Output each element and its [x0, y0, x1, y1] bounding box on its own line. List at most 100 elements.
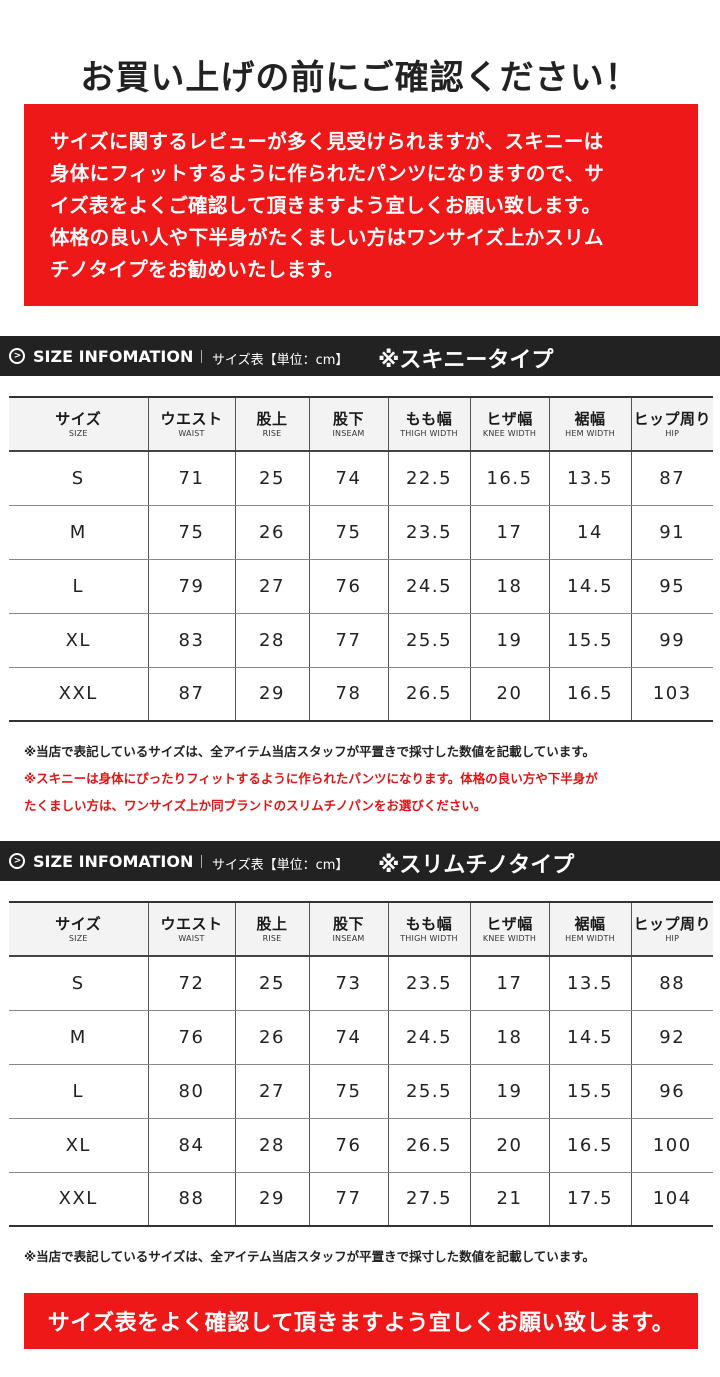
table-cell: 26.5 [387, 667, 470, 721]
size-label-cell: XL [9, 1118, 148, 1173]
size-label-cell: S [9, 451, 148, 506]
warning-line: 体格の良い人や下半身がたくましい方はワンサイズ上かスリム [50, 226, 604, 249]
table-cell: 16.5 [469, 451, 549, 506]
table-cell: 88 [147, 1172, 235, 1226]
table-cell: 18 [469, 559, 549, 614]
table-cell: 16.5 [548, 667, 631, 721]
table-cell: 76 [308, 1118, 388, 1173]
table-cell: 75 [147, 505, 235, 560]
table-cell: 99 [630, 613, 713, 668]
table-cell: 14.5 [548, 1010, 631, 1065]
table-cell: 71 [147, 451, 235, 506]
divider [201, 855, 202, 868]
table-cell: 88 [630, 956, 713, 1011]
column-header: 裾幅 HEM WIDTH [548, 397, 631, 452]
table-cell: 78 [308, 667, 388, 721]
table-cell: 15.5 [548, 613, 631, 668]
table-cell: 104 [630, 1172, 713, 1226]
table-cell: 26 [234, 505, 309, 560]
warning-line: サイズに関するレビューが多く見受けられますが、スキニーは [50, 130, 604, 153]
table-cell: 25 [234, 451, 309, 506]
size-label-cell: XL [9, 613, 148, 668]
column-header: 裾幅 HEM WIDTH [548, 902, 631, 957]
table-cell: 96 [630, 1064, 713, 1119]
table-cell: 77 [308, 613, 388, 668]
type-label: ※スキニータイプ [378, 348, 554, 373]
column-header: サイズ SIZE [9, 397, 148, 452]
column-header: ウエスト WAIST [147, 902, 235, 957]
table-cell: 87 [630, 451, 713, 506]
note-measurement: ※当店で表記しているサイズは、全アイテム当店スタッフが平置きで採寸した数値を記載… [24, 1249, 596, 1264]
table-row: XL 84 28 76 26.5 20 16.5 100 [9, 1118, 713, 1173]
table-cell: 87 [147, 667, 235, 721]
table-row: M 76 26 74 24.5 18 14.5 92 [9, 1010, 713, 1065]
table-cell: 84 [147, 1118, 235, 1173]
table-row: XL 83 28 77 25.5 19 15.5 99 [9, 613, 713, 668]
table-cell: 72 [147, 956, 235, 1011]
note-measurement: ※当店で表記しているサイズは、全アイテム当店スタッフが平置きで採寸した数値を記載… [24, 744, 596, 759]
column-header: もも幅 THIGH WIDTH [387, 902, 470, 957]
table-row: XXL 88 29 77 27.5 21 17.5 104 [9, 1172, 713, 1226]
table-cell: 23.5 [387, 505, 470, 560]
table-cell: 29 [234, 667, 309, 721]
size-label-cell: M [9, 1010, 148, 1065]
table-cell: 17 [469, 956, 549, 1011]
note-warning: ※スキニーは身体にぴったりフィットするように作られたパンツになります。体格の良い… [24, 771, 598, 786]
divider [201, 350, 202, 363]
bottom-banner: サイズ表をよく確認して頂きますよう宜しくお願い致します。 [24, 1293, 698, 1349]
column-header: 股下 INSEAM [308, 902, 388, 957]
table-cell: 14 [548, 505, 631, 560]
table-cell: 76 [147, 1010, 235, 1065]
table-cell: 92 [630, 1010, 713, 1065]
table-cell: 80 [147, 1064, 235, 1119]
chevron-right-circle-icon: > [9, 853, 25, 869]
table-row: L 79 27 76 24.5 18 14.5 95 [9, 559, 713, 614]
column-header: もも幅 THIGH WIDTH [387, 397, 470, 452]
table-cell: 74 [308, 1010, 388, 1065]
table-cell: 79 [147, 559, 235, 614]
table-row: XXL 87 29 78 26.5 20 16.5 103 [9, 667, 713, 721]
table-cell: 14.5 [548, 559, 631, 614]
type-label: ※スリムチノタイプ [378, 853, 575, 878]
table-cell: 20 [469, 1118, 549, 1173]
table-cell: 75 [308, 1064, 388, 1119]
table-cell: 28 [234, 613, 309, 668]
table-header-row: サイズ SIZE ウエスト WAIST 股上 RISE 股下 INSEAM もも幅 THI… [9, 397, 713, 452]
table-cell: 25 [234, 956, 309, 1011]
table-cell: 75 [308, 505, 388, 560]
table-cell: 13.5 [548, 956, 631, 1011]
size-label-cell: XXL [58, 683, 98, 705]
table-cell: 23.5 [387, 956, 470, 1011]
section-header-slim-chino: > SIZE INFOMATION サイズ表【単位：cm】 ※スリムチノタイプ [0, 841, 720, 881]
unit-label: サイズ表【単位：cm】 [212, 353, 349, 368]
column-header: ヒップ周り HIP [630, 397, 713, 452]
size-table-slim-chino: サイズ SIZE ウエスト WAIST 股上 RISE 股下 INSEAM もも幅 THI… [9, 901, 713, 1227]
table-cell: 76 [308, 559, 388, 614]
size-label-cell: S [9, 956, 148, 1011]
table-cell: 17 [469, 505, 549, 560]
table-cell: 17.5 [548, 1172, 631, 1226]
column-header: 股上 RISE [234, 902, 309, 957]
size-label-cell: L [9, 1064, 148, 1119]
table-cell: 25.5 [387, 613, 470, 668]
table-cell: 27.5 [387, 1172, 470, 1226]
table-cell: 83 [147, 613, 235, 668]
table-cell: 27 [234, 559, 309, 614]
table-cell: 20 [469, 667, 549, 721]
section-title: SIZE INFOMATION [33, 347, 194, 366]
table-cell: 25.5 [387, 1064, 470, 1119]
table-cell: 28 [234, 1118, 309, 1173]
warning-line: チノタイプをお勧めいたします。 [50, 258, 345, 281]
table-cell: 100 [630, 1118, 713, 1173]
page-headline: お買い上げの前にご確認ください！ [80, 58, 640, 98]
table-cell: 15.5 [548, 1064, 631, 1119]
table-cell: 22.5 [387, 451, 470, 506]
size-table-skinny: サイズ SIZE ウエスト WAIST 股上 RISE 股下 INSEAM もも幅 THI… [9, 396, 713, 722]
warning-box: サイズに関するレビューが多く見受けられますが、スキニーは 身体にフィットするよう… [24, 104, 698, 306]
table-row: M 75 26 75 23.5 17 14 91 [9, 505, 713, 560]
table-cell: 77 [308, 1172, 388, 1226]
size-label-cell: XXL [58, 1188, 98, 1210]
table-cell: 29 [234, 1172, 309, 1226]
column-header: ウエスト WAIST [147, 397, 235, 452]
section-title: SIZE INFOMATION [33, 852, 194, 871]
